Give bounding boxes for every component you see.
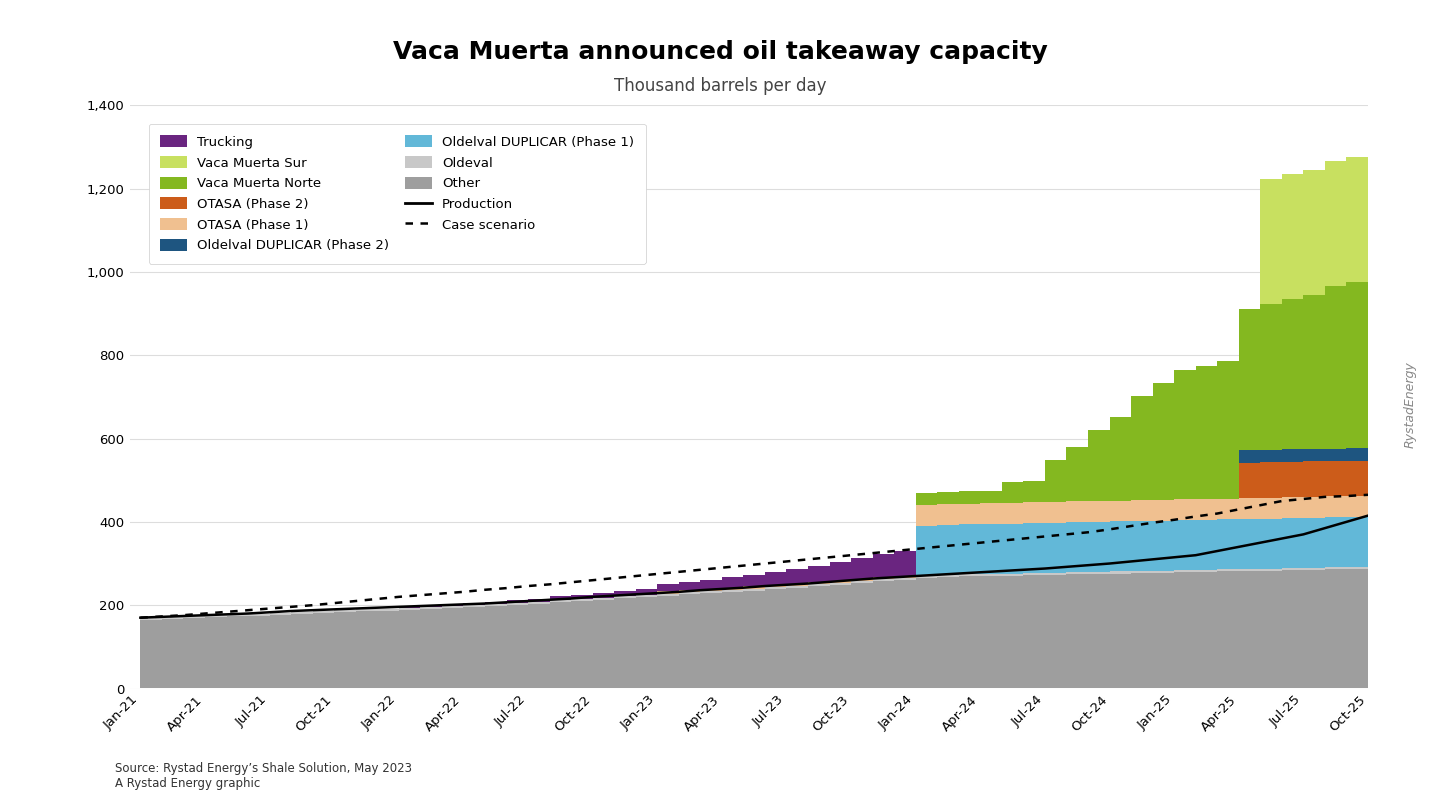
Text: Thousand barrels per day: Thousand barrels per day [613,77,827,95]
Text: Vaca Muerta announced oil takeaway capacity: Vaca Muerta announced oil takeaway capac… [393,40,1047,65]
Text: Source: Rystad Energy’s Shale Solution, May 2023
A Rystad Energy graphic: Source: Rystad Energy’s Shale Solution, … [115,761,412,790]
Text: RystadEnergy: RystadEnergy [1404,361,1417,449]
Legend: Trucking, Vaca Muerta Sur, Vaca Muerta Norte, OTASA (Phase 2), OTASA (Phase 1), : Trucking, Vaca Muerta Sur, Vaca Muerta N… [148,124,647,264]
